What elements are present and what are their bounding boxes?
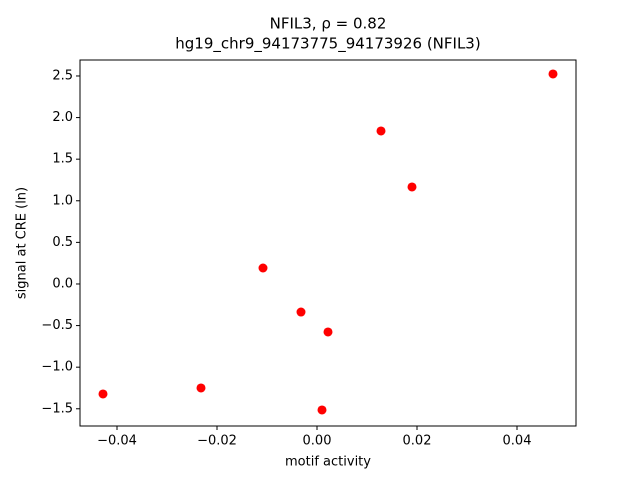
point bbox=[196, 383, 206, 393]
point bbox=[323, 327, 333, 337]
y-tick-label: 2.5 bbox=[52, 68, 73, 83]
chart-subtitle: hg19_chr9_94173775_94173926 (NFIL3) bbox=[175, 35, 480, 54]
point bbox=[317, 405, 327, 415]
x-tick-label: 0.00 bbox=[303, 434, 332, 449]
y-tick-label: 0.5 bbox=[52, 235, 73, 250]
x-tick-label: 0.02 bbox=[403, 434, 432, 449]
y-tick-label: 1.5 bbox=[52, 152, 73, 167]
x-tick-label: 0.04 bbox=[503, 434, 532, 449]
chart-title: NFIL3, ρ = 0.82 bbox=[270, 15, 387, 33]
point bbox=[407, 182, 417, 192]
y-tick-label: 0.0 bbox=[52, 276, 73, 291]
y-tick-label: 2.0 bbox=[52, 110, 73, 125]
point bbox=[98, 389, 108, 399]
y-tick-label: 1.0 bbox=[52, 193, 73, 208]
y-axis-label: signal at CRE (ln) bbox=[15, 187, 30, 299]
plot-frame bbox=[79, 59, 577, 427]
y-tick-label: −1.5 bbox=[41, 401, 73, 416]
x-tick-label: −0.02 bbox=[197, 434, 237, 449]
x-axis-label: motif activity bbox=[285, 455, 371, 470]
y-tick-label: −0.5 bbox=[41, 318, 73, 333]
x-tick-label: −0.04 bbox=[97, 434, 137, 449]
y-tick-label: −1.0 bbox=[41, 360, 73, 375]
point bbox=[296, 307, 306, 317]
point bbox=[258, 263, 268, 273]
point bbox=[548, 69, 558, 79]
point bbox=[376, 126, 386, 136]
